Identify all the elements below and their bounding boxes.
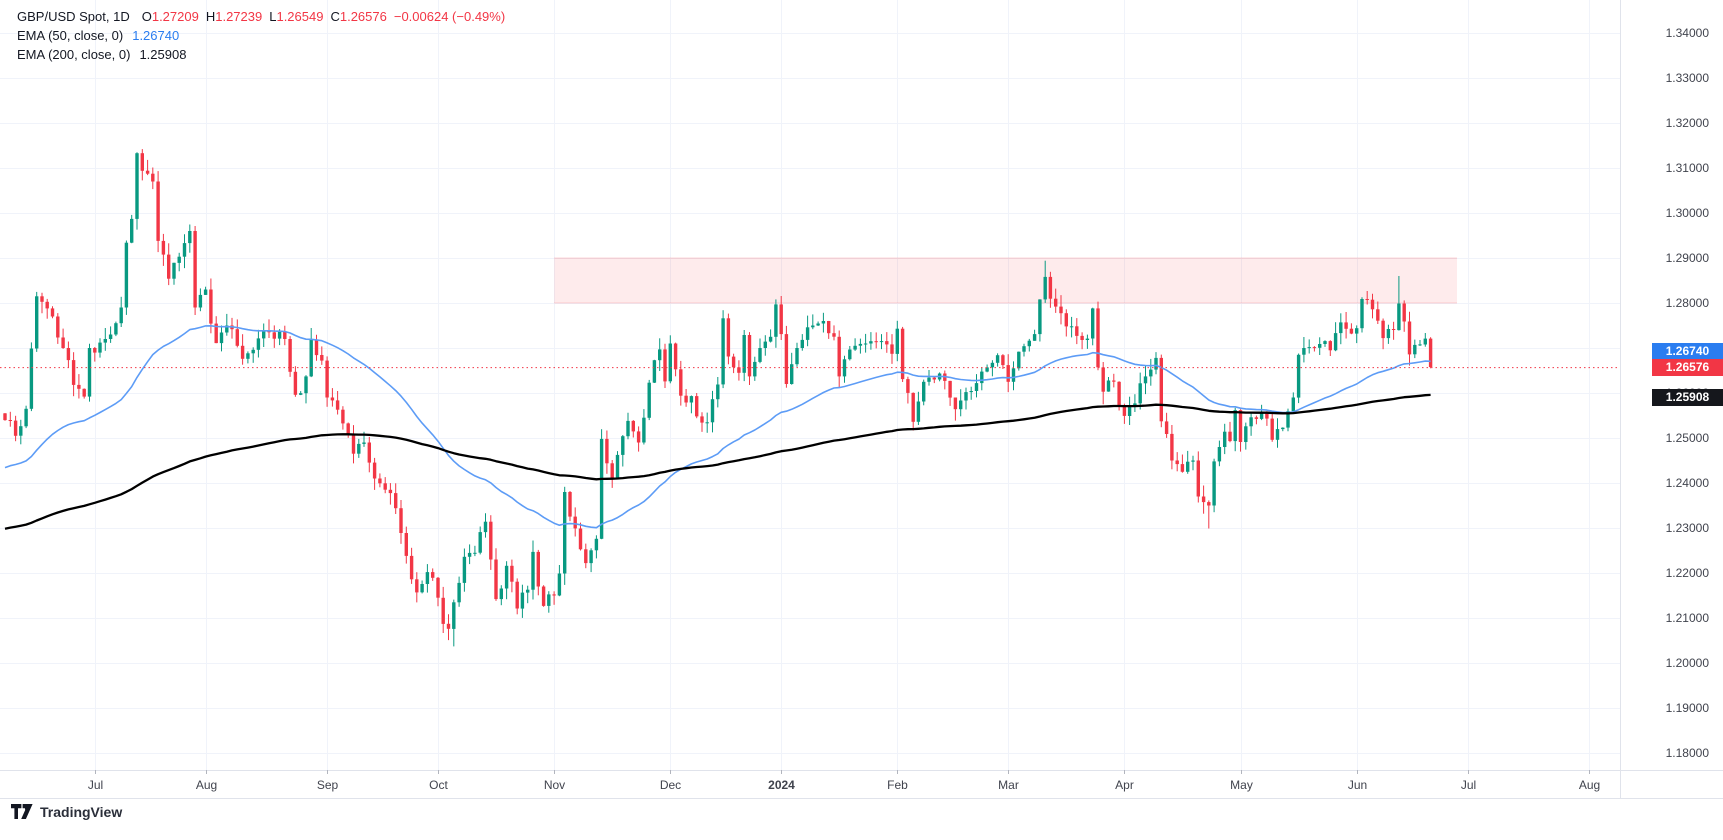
- svg-text:1.21000: 1.21000: [1666, 611, 1710, 625]
- svg-text:1.32000: 1.32000: [1666, 116, 1710, 130]
- time-axis-labels: Jul Aug Sep Oct Nov Dec 2024 Feb Mar Apr May Jun Jul…: [88, 770, 1600, 792]
- change-value: −0.00624 (−0.49%): [393, 9, 506, 24]
- svg-text:Jul: Jul: [1461, 778, 1476, 792]
- close-value: 1.26576: [339, 9, 387, 24]
- time-axis[interactable]: [0, 770, 1620, 798]
- candles-layer: [3, 149, 1433, 647]
- svg-text:Dec: Dec: [660, 778, 681, 792]
- svg-text:Aug: Aug: [1579, 778, 1600, 792]
- svg-text:1.34000: 1.34000: [1666, 26, 1710, 40]
- open-label: O: [141, 9, 152, 24]
- open-value: 1.27209: [151, 9, 199, 24]
- panel-borders: [0, 0, 1723, 799]
- svg-text:Mar: Mar: [998, 778, 1019, 792]
- svg-text:1.25000: 1.25000: [1666, 431, 1710, 445]
- symbol-title: GBP/USD Spot, 1D: [17, 9, 130, 24]
- high-label: H: [205, 9, 216, 24]
- svg-text:Jul: Jul: [88, 778, 103, 792]
- svg-text:1.28000: 1.28000: [1666, 296, 1710, 310]
- grid-lines: [0, 0, 1620, 770]
- svg-text:1.29000: 1.29000: [1666, 251, 1710, 265]
- svg-text:1.19000: 1.19000: [1666, 701, 1710, 715]
- svg-text:Apr: Apr: [1115, 778, 1134, 792]
- svg-text:1.18000: 1.18000: [1666, 746, 1710, 760]
- svg-text:1.20000: 1.20000: [1666, 656, 1710, 670]
- svg-text:Oct: Oct: [429, 778, 448, 792]
- svg-text:Jun: Jun: [1348, 778, 1367, 792]
- supply-zone: [554, 257, 1457, 304]
- svg-text:1.31000: 1.31000: [1666, 161, 1710, 175]
- price-axis[interactable]: [1620, 0, 1723, 770]
- svg-text:Aug: Aug: [196, 778, 217, 792]
- ema50-price-tag: 1.26740: [1652, 342, 1723, 360]
- ema200-price-tag: 1.25908: [1652, 388, 1723, 406]
- svg-text:1.22000: 1.22000: [1666, 566, 1710, 580]
- low-value: 1.26549: [276, 9, 324, 24]
- last-price-tag: 1.26576: [1652, 358, 1723, 376]
- tradingview-logo[interactable]: TradingView: [11, 804, 122, 820]
- ema50-value: 1.26740: [132, 28, 180, 43]
- svg-text:Nov: Nov: [544, 778, 565, 792]
- ema200-label: EMA (200, close, 0): [17, 47, 131, 62]
- ema50-row[interactable]: EMA (50, close, 0) 1.26740: [17, 26, 505, 45]
- symbol-row[interactable]: GBP/USD Spot, 1D O1.27209 H1.27239 L1.26549…: [17, 7, 505, 26]
- svg-text:1.33000: 1.33000: [1666, 71, 1710, 85]
- svg-text:Feb: Feb: [887, 778, 908, 792]
- ema200-value: 1.25908: [139, 47, 187, 62]
- ema50-line[interactable]: [4, 325, 1431, 529]
- svg-text:1.23000: 1.23000: [1666, 521, 1710, 535]
- high-value: 1.27239: [215, 9, 263, 24]
- svg-text:1.30000: 1.30000: [1666, 206, 1710, 220]
- tradingview-wordmark: TradingView: [40, 804, 123, 820]
- ema200-row[interactable]: EMA (200, close, 0) 1.25908: [17, 45, 505, 64]
- svg-text:May: May: [1230, 778, 1253, 792]
- low-label: L: [269, 9, 277, 24]
- ema50-label: EMA (50, close, 0): [17, 28, 124, 43]
- close-label: C: [330, 9, 340, 24]
- svg-text:Sep: Sep: [317, 778, 339, 792]
- tradingview-mark-icon: [11, 804, 33, 819]
- ema200-line[interactable]: [4, 393, 1431, 530]
- svg-text:2024: 2024: [768, 778, 795, 792]
- svg-text:1.24000: 1.24000: [1666, 476, 1710, 490]
- chart-legend: GBP/USD Spot, 1D O1.27209 H1.27239 L1.26549…: [17, 7, 505, 64]
